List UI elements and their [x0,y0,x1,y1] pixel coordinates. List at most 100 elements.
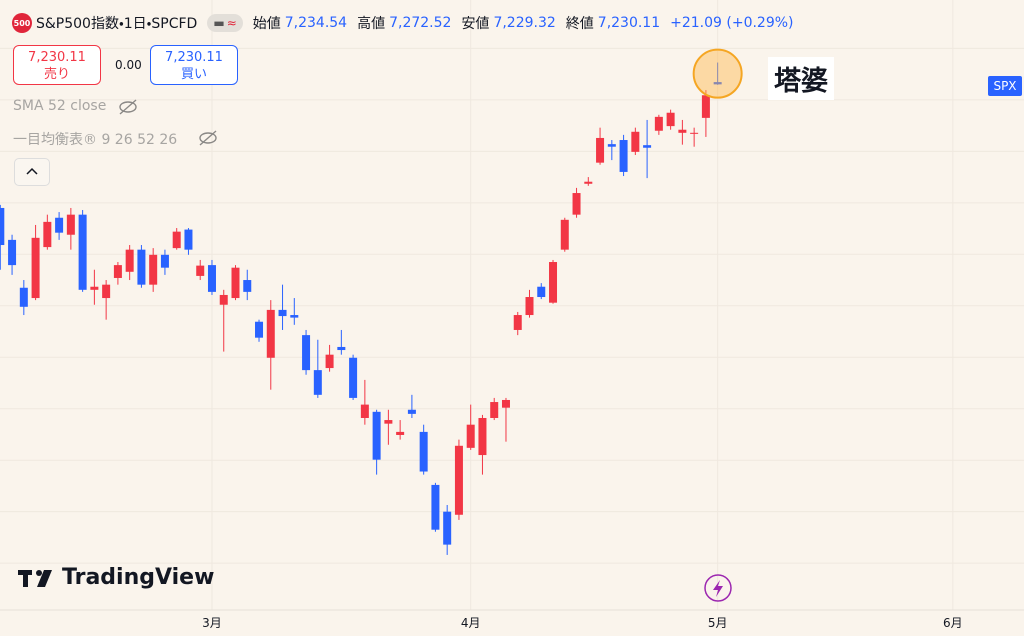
candle-body [607,144,616,147]
candle-body [360,404,369,418]
candle-body [0,207,5,246]
eye-off-icon[interactable] [119,99,217,146]
candle-body [678,129,687,133]
candle-body [313,370,322,395]
mode-toggle[interactable]: ▬ ≈ [207,14,243,32]
candle-body [572,193,581,215]
sell-price: 7,230.11 [28,50,86,65]
candle-body [149,254,158,285]
candle-body [501,399,510,408]
annotation: 塔婆 [768,57,834,100]
ohlc-value: 7,234.54 [284,15,348,31]
ohlc-label: 高値 [357,16,386,32]
candle-body [690,132,699,134]
candle-body [701,95,710,118]
candle-body [290,315,299,318]
candle-body [631,131,640,152]
candle-body [490,402,499,418]
x-tick-label: 6月 [943,616,963,630]
candle-body [560,219,569,250]
indicator[interactable]: SMA 52 close [13,98,107,114]
candle-body [172,231,181,249]
candle-body [325,354,334,369]
candle-body [666,112,675,127]
candle-body [90,286,99,290]
buy-label: 買い [180,67,207,82]
x-tick-label: 5月 [708,616,728,630]
candle-body [231,267,240,299]
candle-body [302,335,311,371]
x-tick-label: 4月 [461,616,481,630]
candle-body [643,145,652,148]
candle-body [19,287,28,307]
caret-icon [26,167,38,175]
candle-body [137,249,146,285]
candle-body [713,82,722,85]
candle-body [384,420,393,424]
change: +21.09 (+0.29%) [670,15,794,31]
candle-body [113,265,122,278]
candle-body [619,140,628,172]
indicator[interactable]: 一目均衡表® 9 26 52 26 [13,132,178,148]
candle-body [31,237,40,299]
candle-body [55,217,64,233]
candle-body [443,511,452,545]
candle-body [219,294,228,305]
candle-body [478,417,487,456]
tv-logo-mark [18,570,52,587]
candle-body [372,411,381,460]
candle-body [466,424,475,448]
candle-body [184,229,193,250]
symbol-icon: 500 [12,13,32,33]
buy-price: 7,230.11 [165,50,223,65]
spread: 0.00 [115,58,142,72]
collapse-button[interactable] [14,158,50,186]
ohlc-label: 終値 [565,16,594,32]
candle-body [549,262,558,303]
candle-body [207,265,216,292]
candle-body [8,239,17,266]
candle-body [537,286,546,298]
candle-body [160,254,169,268]
candle-body [419,431,428,472]
price-scale-badge: SPX [988,76,1022,96]
candle-body [596,137,605,163]
candle-body [278,309,287,317]
candle-body [255,321,264,338]
event-icon[interactable] [704,574,732,602]
candle-body [513,315,522,330]
ohlc-value: 7,272.52 [389,15,452,31]
candle-body [125,249,134,272]
logo: TradingView [62,565,215,590]
candle-body [78,214,87,290]
icon: ≈ [226,16,237,30]
x-tick-label: 3月 [202,616,222,630]
candle-body [396,431,405,435]
symbol-title[interactable]: S&P500指数・1日・SPCFD [36,16,198,32]
ohlc-label: 始値 [252,16,281,32]
candle-body [102,284,111,299]
candle-body [196,265,205,276]
ohlc-label: 安値 [461,16,490,32]
candle-body [431,484,440,530]
candle-body [349,357,358,398]
ohlc-value: 7,230.11 [597,15,661,31]
current-bar-highlight [692,48,743,99]
candle-body [66,214,75,235]
candle-body [243,280,252,292]
header: 500 S&P500指数・1日・SPCFD ▬ ≈ 始値 7,234.54 高値 7,… [12,10,800,36]
sell-label: 売り [43,67,70,82]
candle-body [584,181,593,184]
event-bolt [713,580,723,597]
candle-body [266,309,275,358]
candle-body [407,409,416,414]
candle-body [43,221,52,248]
buy-button[interactable]: 7,230.11 買い [150,45,238,85]
candle-body [525,297,534,316]
candle-body [654,116,663,131]
sell-button[interactable]: 7,230.11 売り [13,45,101,85]
candle-body [454,445,463,515]
